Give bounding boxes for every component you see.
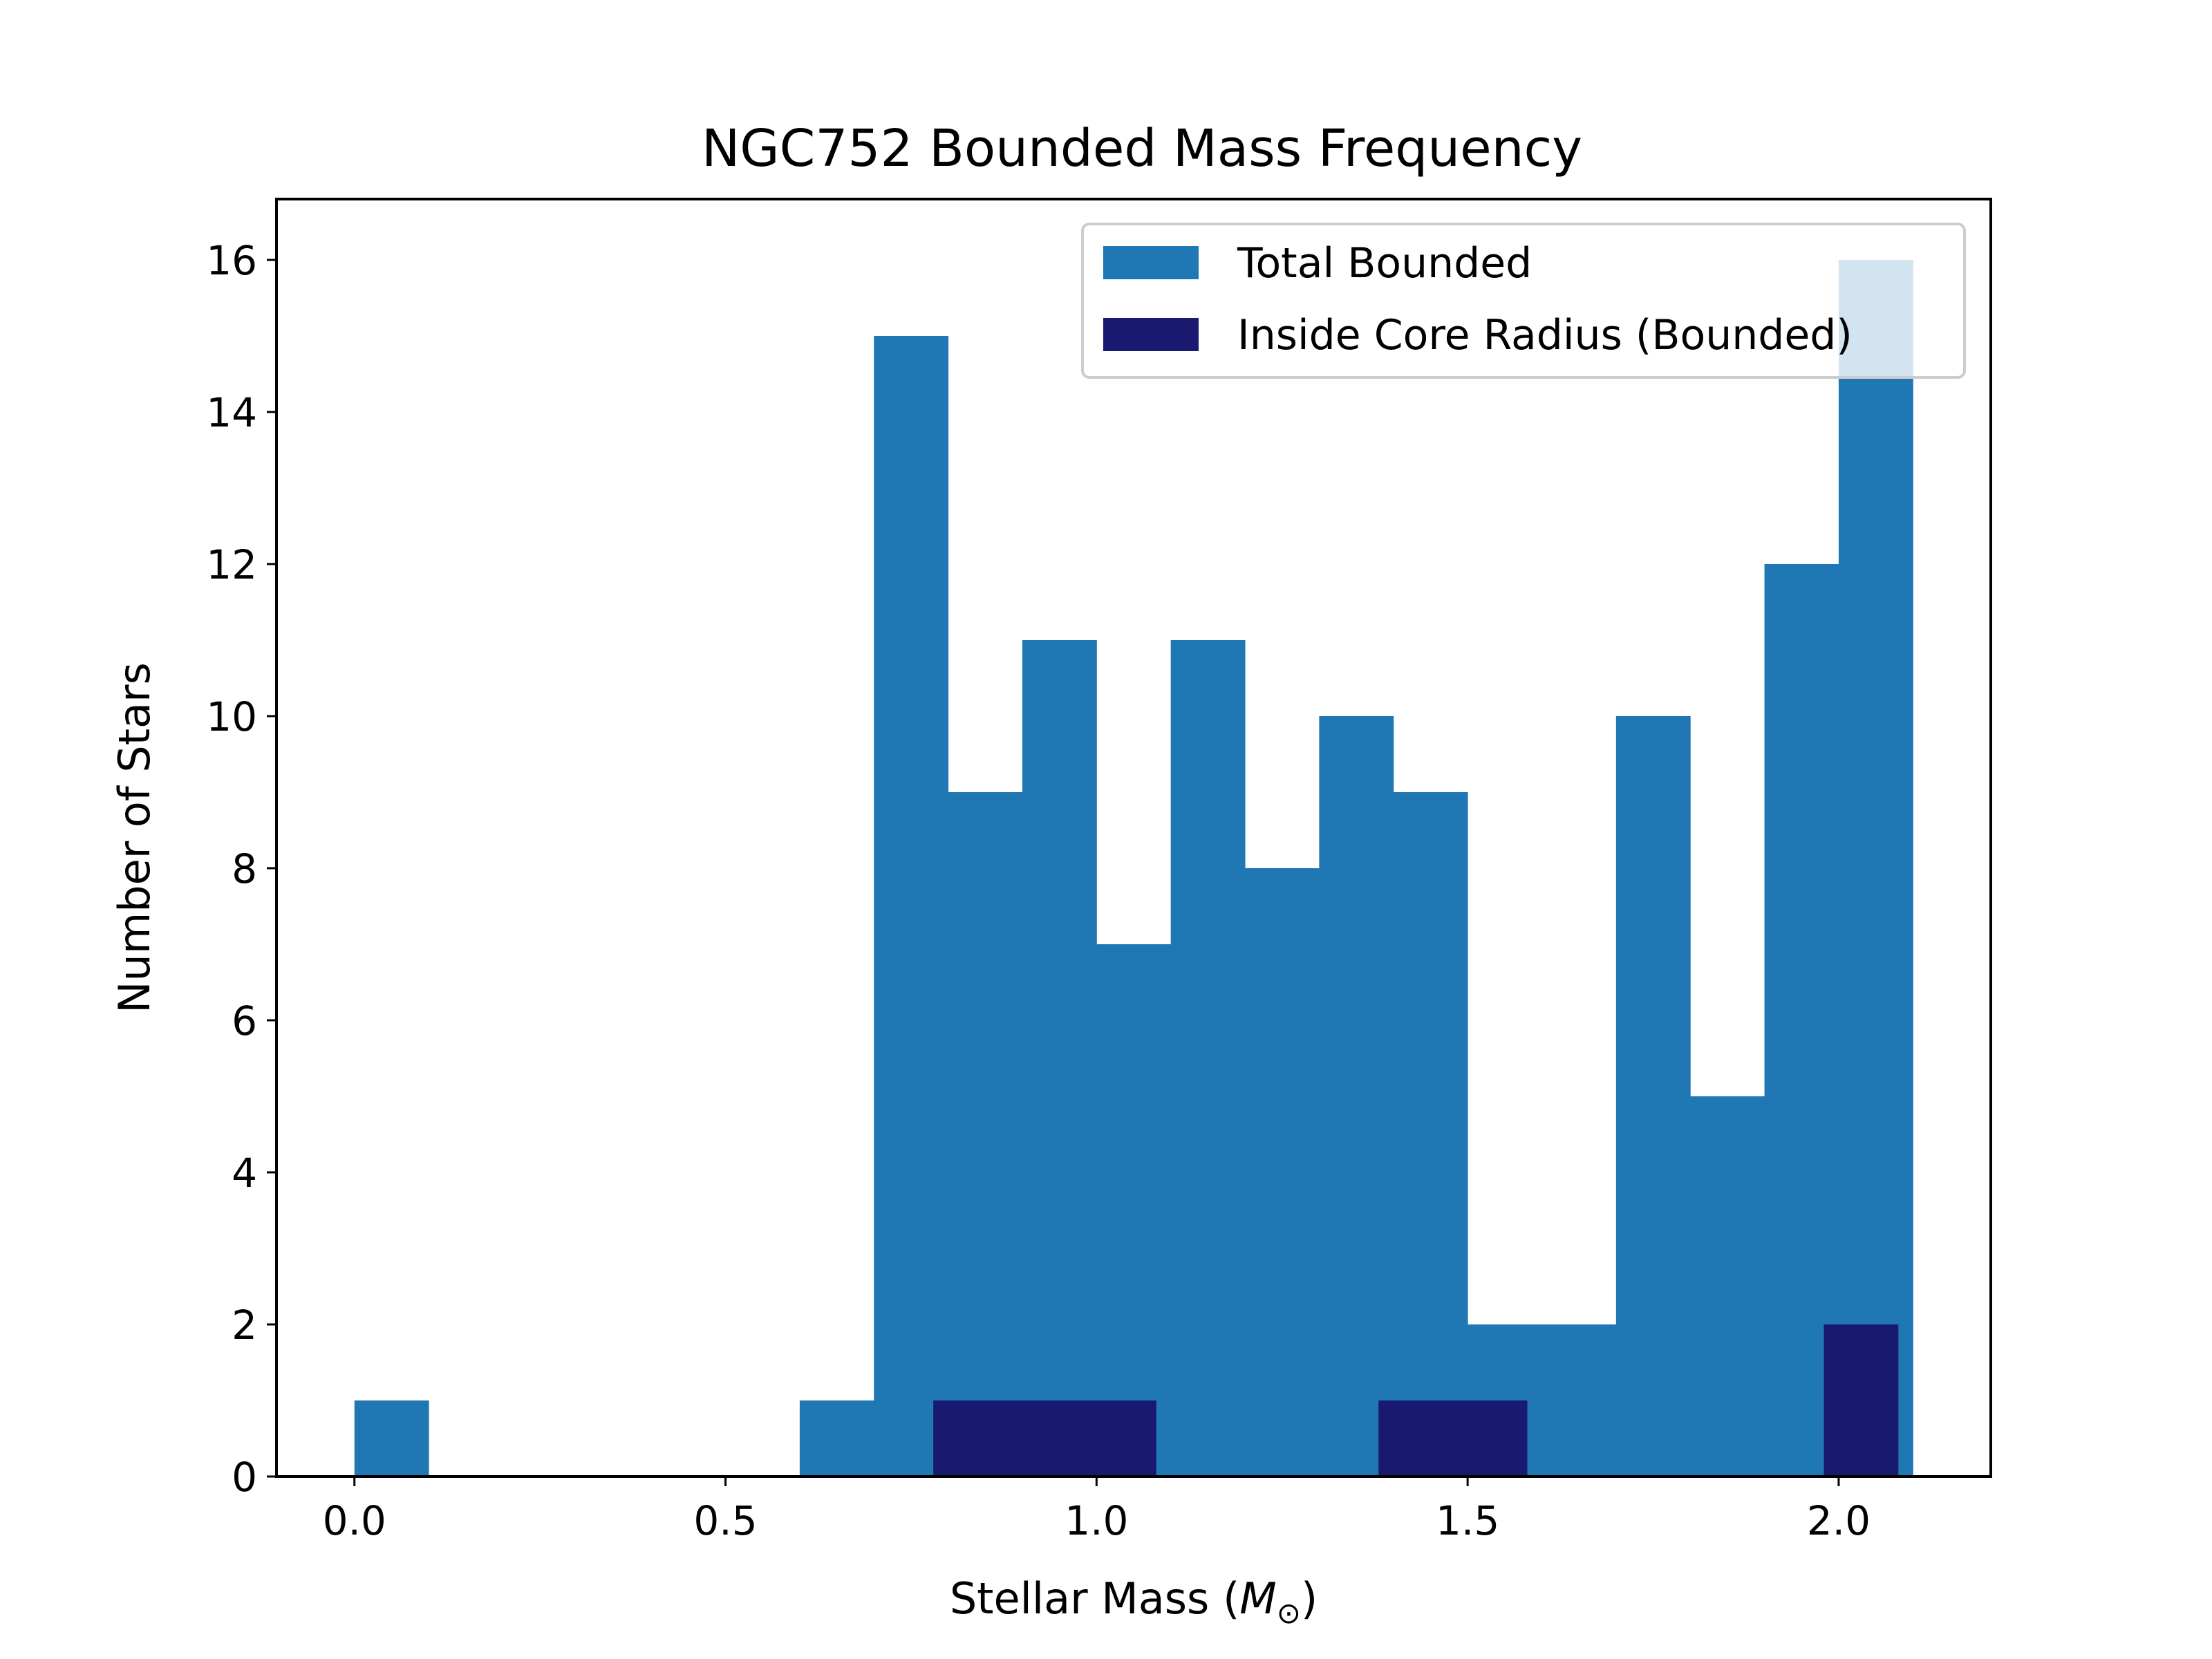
y-axis-ticks: 0 2 4 6 8 10 12 14 16	[206, 237, 276, 1501]
y-tick-label: 16	[206, 237, 257, 284]
total-bounded-bar-8	[948, 792, 1023, 1477]
total-bounded-bar-20	[1838, 260, 1913, 1477]
x-tick-label: 0.5	[693, 1497, 757, 1544]
y-tick-label: 0	[232, 1454, 257, 1501]
y-tick-label: 8	[232, 845, 257, 892]
x-tick-label: 0.0	[323, 1497, 386, 1544]
y-axis-label: Number of Stars	[109, 662, 160, 1013]
legend: Total Bounded Inside Core Radius (Bounde…	[1081, 223, 1966, 379]
y-tick-label: 6	[232, 997, 257, 1044]
legend-label-inside-core: Inside Core Radius (Bounded)	[1237, 311, 1853, 359]
total-bounded-bar-7	[874, 336, 949, 1477]
x-tick-label: 1.0	[1065, 1497, 1128, 1544]
y-tick-label: 10	[206, 693, 257, 740]
total-bounded-bar-13	[1319, 716, 1394, 1477]
total-bounded-bar-14	[1393, 792, 1468, 1477]
total-bounded-bar-10	[1096, 944, 1172, 1477]
x-axis-ticks: 0.0 0.5 1.0 1.5 2.0	[323, 1477, 1871, 1544]
inside-core-bar-7	[1452, 1400, 1528, 1477]
plot-frame	[275, 198, 1992, 1478]
inside-core-bar-6	[1378, 1400, 1454, 1477]
legend-swatch-inside-core	[1103, 318, 1199, 351]
inside-core-bar-2	[1081, 1400, 1156, 1477]
legend-label-total-bounded: Total Bounded	[1237, 239, 1532, 288]
total-bounded-bar-9	[1022, 640, 1097, 1477]
x-axis-label: Stellar Mass (M⊙)	[950, 1573, 1318, 1630]
inside-core-bar-12	[1824, 1324, 1899, 1477]
total-bounded-bar-0	[354, 1400, 429, 1477]
y-tick-label: 4	[232, 1150, 257, 1197]
total-bounded-bar-11	[1170, 640, 1246, 1477]
y-tick-label: 14	[206, 389, 257, 436]
total-bounded-bar-17	[1615, 716, 1691, 1477]
y-tick-label: 2	[232, 1302, 257, 1349]
y-tick-label: 12	[206, 541, 257, 588]
x-tick-label: 1.5	[1436, 1497, 1499, 1544]
x-tick-label: 2.0	[1807, 1497, 1871, 1544]
total-bounded-bar-18	[1690, 1096, 1765, 1477]
total-bounded-bar-12	[1245, 868, 1320, 1477]
legend-swatch-total-bounded	[1103, 246, 1199, 279]
chart-title: NGC752 Bounded Mass Frequency	[702, 119, 1582, 178]
inside-core-bar-1	[1007, 1400, 1082, 1477]
legend-box	[1081, 223, 1966, 379]
inside-core-bar-0	[933, 1400, 1008, 1477]
total-bounded-bar-6	[799, 1400, 874, 1477]
total-bounded-bar-16	[1541, 1324, 1617, 1477]
bars-layer	[354, 260, 1913, 1477]
